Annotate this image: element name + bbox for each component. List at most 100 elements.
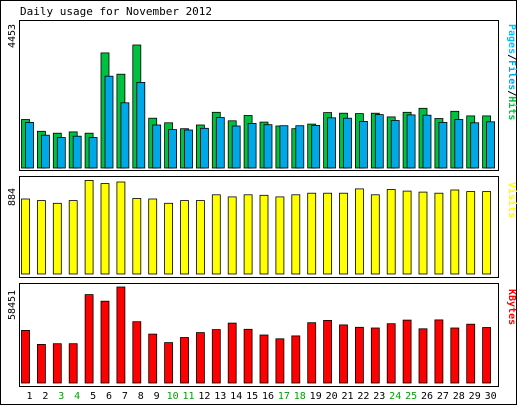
kbytes-bar-21 <box>339 324 348 384</box>
day-label-19: 19 <box>310 391 322 402</box>
visits-bar-24 <box>386 189 396 275</box>
files-bar-22 <box>358 121 368 169</box>
files-bar-25 <box>406 114 416 169</box>
kbytes-legend: KBytes <box>506 289 517 325</box>
day-label-18: 18 <box>294 391 306 402</box>
files-bar-21 <box>343 117 352 169</box>
visits-bar-4 <box>68 200 78 275</box>
day-label-24: 24 <box>389 391 401 402</box>
visits-bar-29 <box>466 191 476 275</box>
kbytes-panel-frame <box>19 283 499 387</box>
day-labels: 1 2 3 4 5 6 7 8 9 10 11 12 13 14 15 16 17 18 19 20 21 22 23 24 2… <box>26 391 496 402</box>
files-bar-6 <box>104 75 114 169</box>
kbytes-bar-24 <box>386 323 396 384</box>
day-label-30: 30 <box>485 391 497 402</box>
day-label-5: 5 <box>90 391 96 402</box>
visits-bar-23 <box>370 194 380 275</box>
kbytes-bar-14 <box>227 322 237 384</box>
kbytes-bar-17 <box>275 338 285 384</box>
visits-bar-18 <box>291 194 301 275</box>
files-bar-1 <box>25 122 34 169</box>
files-bar-10 <box>168 129 178 169</box>
legend-pages: Pages <box>506 24 517 54</box>
visits-bars <box>21 179 492 275</box>
kbytes-bar-7 <box>116 286 126 384</box>
files-bar-15 <box>247 123 257 169</box>
day-label-21: 21 <box>341 391 353 402</box>
visits-bar-14 <box>227 196 237 275</box>
day-label-7: 7 <box>122 391 128 402</box>
hits-legend: Pages/Files/Hits <box>506 24 517 120</box>
legend-hits: Hits <box>506 96 517 120</box>
kbytes-bar-26 <box>418 328 428 384</box>
visits-legend: Visits <box>506 182 517 218</box>
legend-sep-2: / <box>506 90 517 96</box>
files-bar-19 <box>311 125 321 169</box>
day-label-8: 8 <box>138 391 144 402</box>
files-bar-17 <box>279 125 289 169</box>
files-bar-11 <box>184 129 193 169</box>
kbytes-bar-4 <box>68 343 78 384</box>
kbytes-bar-19 <box>307 322 317 384</box>
chart-title: Daily usage for November 2012 <box>20 5 212 18</box>
kbytes-bar-11 <box>180 337 189 384</box>
files-bar-30 <box>486 121 496 169</box>
visits-panel-frame <box>19 176 499 278</box>
visits-bar-26 <box>418 191 428 275</box>
kbytes-bar-6 <box>100 300 110 384</box>
visits-bar-6 <box>100 183 110 275</box>
kbytes-bar-15 <box>243 328 253 384</box>
hits-legend-text: Pages/Files/Hits <box>506 24 517 120</box>
hits-max-label: 4453 <box>7 24 18 48</box>
day-label-11: 11 <box>182 391 194 402</box>
day-label-9: 9 <box>154 391 160 402</box>
kbytes-bar-16 <box>259 334 269 384</box>
kbytes-bar-13 <box>211 329 221 384</box>
visits-bar-1 <box>21 198 30 275</box>
visits-bar-19 <box>307 192 317 275</box>
kbytes-bar-29 <box>466 323 476 384</box>
files-bar-3 <box>56 137 66 169</box>
day-label-20: 20 <box>326 391 338 402</box>
visits-bar-12 <box>195 200 205 275</box>
day-label-15: 15 <box>246 391 258 402</box>
day-label-10: 10 <box>167 391 179 402</box>
kbytes-bar-8 <box>132 321 142 384</box>
day-label-23: 23 <box>373 391 385 402</box>
kbytes-bar-2 <box>37 343 46 384</box>
legend-files: Files <box>506 60 517 90</box>
kbytes-bar-22 <box>354 326 364 384</box>
files-bar-27 <box>438 122 448 169</box>
day-label-22: 22 <box>357 391 369 402</box>
day-label-17: 17 <box>278 391 290 402</box>
kbytes-bar-23 <box>370 327 380 384</box>
visits-bar-21 <box>339 192 348 275</box>
kbytes-bar-5 <box>84 294 94 384</box>
files-bar-13 <box>215 117 225 169</box>
visits-bar-27 <box>434 192 444 275</box>
files-bar-18 <box>295 125 305 169</box>
files-bar-23 <box>374 114 384 169</box>
visits-bar-28 <box>450 189 460 275</box>
visits-bar-9 <box>148 198 158 275</box>
visits-bar-5 <box>84 179 94 275</box>
visits-bar-2 <box>37 200 46 275</box>
files-bar-2 <box>41 134 50 169</box>
files-bar-24 <box>390 120 400 169</box>
files-bar-28 <box>454 119 464 169</box>
files-bar-7 <box>120 102 130 169</box>
day-label-16: 16 <box>262 391 274 402</box>
files-bar-20 <box>327 117 337 169</box>
day-label-29: 29 <box>469 391 481 402</box>
kbytes-bars <box>21 286 492 384</box>
visits-bar-8 <box>132 198 142 275</box>
legend-kbytes: KBytes <box>506 289 517 325</box>
kbytes-bar-12 <box>195 332 205 384</box>
kbytes-bar-9 <box>148 333 158 384</box>
visits-bar-17 <box>275 196 285 275</box>
kbytes-bar-10 <box>164 342 174 384</box>
day-label-27: 27 <box>437 391 449 402</box>
day-label-3: 3 <box>58 391 64 402</box>
kbytes-bar-20 <box>323 319 333 384</box>
